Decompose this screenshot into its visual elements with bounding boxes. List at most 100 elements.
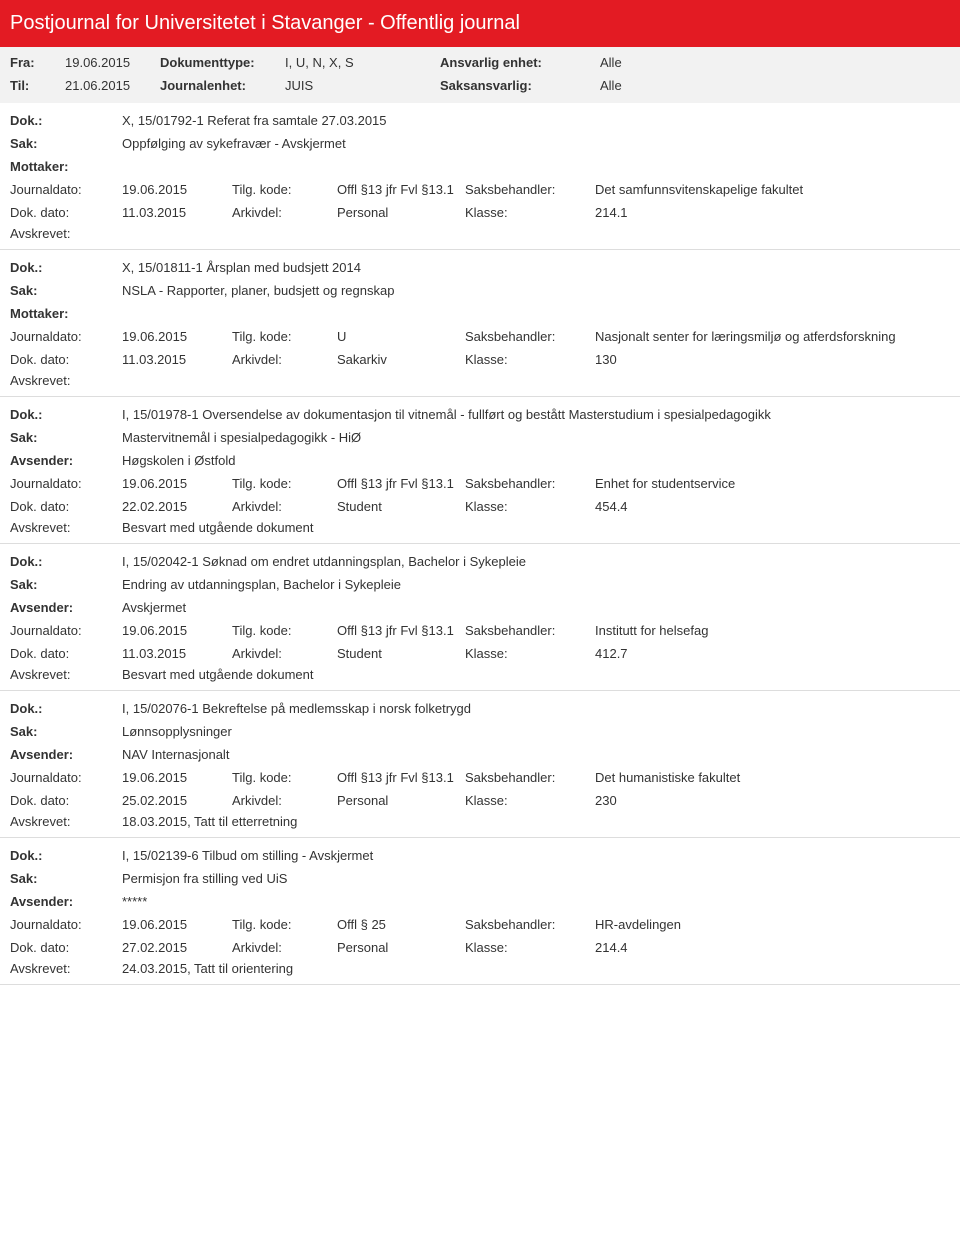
sak-label: Sak: — [10, 136, 122, 151]
avskrevet-value: 18.03.2015, Tatt til etterretning — [122, 814, 950, 829]
dok-label: Dok.: — [10, 848, 122, 863]
arkivdel-label: Arkivdel: — [232, 352, 337, 367]
dokdato-value: 22.02.2015 — [122, 499, 232, 514]
fra-value: 19.06.2015 — [65, 55, 160, 70]
dokumenttype-value: I, U, N, X, S — [285, 55, 440, 70]
dokdato-label: Dok. dato: — [10, 499, 122, 514]
journaldato-label: Journaldato: — [10, 476, 122, 491]
tilgkode-value: Offl § 25 — [337, 917, 465, 932]
arkivdel-value: Personal — [337, 793, 465, 808]
avskrevet-label: Avskrevet: — [10, 667, 122, 682]
avskrevet-value: 24.03.2015, Tatt til orientering — [122, 961, 950, 976]
journal-entry: Dok.: I, 15/02042-1 Søknad om endret utd… — [0, 544, 960, 691]
journal-entry: Dok.: X, 15/01811-1 Årsplan med budsjett… — [0, 250, 960, 397]
journaldato-label: Journaldato: — [10, 917, 122, 932]
journal-entry: Dok.: X, 15/01792-1 Referat fra samtale … — [0, 103, 960, 250]
saksbehandler-value: Nasjonalt senter for læringsmiljø og atf… — [595, 329, 950, 344]
avskrevet-label: Avskrevet: — [10, 520, 122, 535]
page-title-text: Postjournal for Universitetet i Stavange… — [10, 12, 520, 34]
party-label: Avsender: — [10, 453, 122, 468]
tilgkode-value: Offl §13 jfr Fvl §13.1 — [337, 476, 465, 491]
journal-entry: Dok.: I, 15/01978-1 Oversendelse av doku… — [0, 397, 960, 544]
dokdato-label: Dok. dato: — [10, 205, 122, 220]
arkivdel-label: Arkivdel: — [232, 499, 337, 514]
saksbehandler-label: Saksbehandler: — [465, 623, 595, 638]
sak-value: NSLA - Rapporter, planer, budsjett og re… — [122, 283, 950, 298]
klasse-value: 130 — [595, 352, 950, 367]
arkivdel-label: Arkivdel: — [232, 205, 337, 220]
arkivdel-label: Arkivdel: — [232, 793, 337, 808]
journaldato-value: 19.06.2015 — [122, 623, 232, 638]
journaldato-value: 19.06.2015 — [122, 917, 232, 932]
journalenhet-value: JUIS — [285, 78, 440, 93]
arkivdel-value: Student — [337, 646, 465, 661]
til-value: 21.06.2015 — [65, 78, 160, 93]
entries-container: Dok.: X, 15/01792-1 Referat fra samtale … — [0, 103, 960, 985]
saksbehandler-value: Enhet for studentservice — [595, 476, 950, 491]
saksbehandler-value: Institutt for helsefag — [595, 623, 950, 638]
journaldato-label: Journaldato: — [10, 329, 122, 344]
saksbehandler-value: HR-avdelingen — [595, 917, 950, 932]
party-value: Avskjermet — [122, 600, 950, 615]
dokdato-label: Dok. dato: — [10, 793, 122, 808]
party-label: Mottaker: — [10, 159, 122, 174]
ansvarlig-value: Alle — [600, 55, 950, 70]
dok-label: Dok.: — [10, 113, 122, 128]
klasse-label: Klasse: — [465, 940, 595, 955]
journalenhet-label: Journalenhet: — [160, 78, 285, 93]
tilgkode-value: Offl §13 jfr Fvl §13.1 — [337, 623, 465, 638]
sak-label: Sak: — [10, 577, 122, 592]
sak-label: Sak: — [10, 283, 122, 298]
dokdato-value: 11.03.2015 — [122, 646, 232, 661]
avskrevet-value: Besvart med utgående dokument — [122, 667, 950, 682]
dokdato-value: 11.03.2015 — [122, 205, 232, 220]
journal-entry: Dok.: I, 15/02076-1 Bekreftelse på medle… — [0, 691, 960, 838]
saksansvarlig-label: Saksansvarlig: — [440, 78, 600, 93]
saksbehandler-label: Saksbehandler: — [465, 182, 595, 197]
saksbehandler-value: Det samfunnsvitenskapelige fakultet — [595, 182, 950, 197]
arkivdel-label: Arkivdel: — [232, 940, 337, 955]
arkivdel-value: Sakarkiv — [337, 352, 465, 367]
sak-label: Sak: — [10, 430, 122, 445]
dok-value: X, 15/01792-1 Referat fra samtale 27.03.… — [122, 113, 950, 128]
sak-label: Sak: — [10, 871, 122, 886]
journaldato-value: 19.06.2015 — [122, 476, 232, 491]
journaldato-label: Journaldato: — [10, 623, 122, 638]
party-label: Avsender: — [10, 747, 122, 762]
dok-label: Dok.: — [10, 701, 122, 716]
saksbehandler-label: Saksbehandler: — [465, 329, 595, 344]
page-title: Postjournal for Universitetet i Stavange… — [0, 0, 960, 47]
tilgkode-label: Tilg. kode: — [232, 770, 337, 785]
dokdato-label: Dok. dato: — [10, 352, 122, 367]
klasse-value: 214.4 — [595, 940, 950, 955]
dok-value: I, 15/02076-1 Bekreftelse på medlemsskap… — [122, 701, 950, 716]
journaldato-label: Journaldato: — [10, 182, 122, 197]
saksbehandler-value: Det humanistiske fakultet — [595, 770, 950, 785]
klasse-value: 214.1 — [595, 205, 950, 220]
dok-label: Dok.: — [10, 407, 122, 422]
klasse-label: Klasse: — [465, 499, 595, 514]
dokumenttype-label: Dokumenttype: — [160, 55, 285, 70]
sak-value: Oppfølging av sykefravær - Avskjermet — [122, 136, 950, 151]
journaldato-label: Journaldato: — [10, 770, 122, 785]
tilgkode-label: Tilg. kode: — [232, 917, 337, 932]
avskrevet-label: Avskrevet: — [10, 373, 122, 388]
journaldato-value: 19.06.2015 — [122, 329, 232, 344]
klasse-label: Klasse: — [465, 646, 595, 661]
klasse-label: Klasse: — [465, 205, 595, 220]
party-value: ***** — [122, 894, 950, 909]
dok-value: X, 15/01811-1 Årsplan med budsjett 2014 — [122, 260, 950, 275]
tilgkode-value: Offl §13 jfr Fvl §13.1 — [337, 770, 465, 785]
avskrevet-label: Avskrevet: — [10, 814, 122, 829]
sak-label: Sak: — [10, 724, 122, 739]
arkivdel-value: Personal — [337, 940, 465, 955]
klasse-value: 412.7 — [595, 646, 950, 661]
journal-entry: Dok.: I, 15/02139-6 Tilbud om stilling -… — [0, 838, 960, 985]
dok-value: I, 15/01978-1 Oversendelse av dokumentas… — [122, 407, 950, 422]
saksbehandler-label: Saksbehandler: — [465, 476, 595, 491]
dok-label: Dok.: — [10, 260, 122, 275]
arkivdel-value: Personal — [337, 205, 465, 220]
tilgkode-value: Offl §13 jfr Fvl §13.1 — [337, 182, 465, 197]
tilgkode-label: Tilg. kode: — [232, 182, 337, 197]
dokdato-value: 11.03.2015 — [122, 352, 232, 367]
